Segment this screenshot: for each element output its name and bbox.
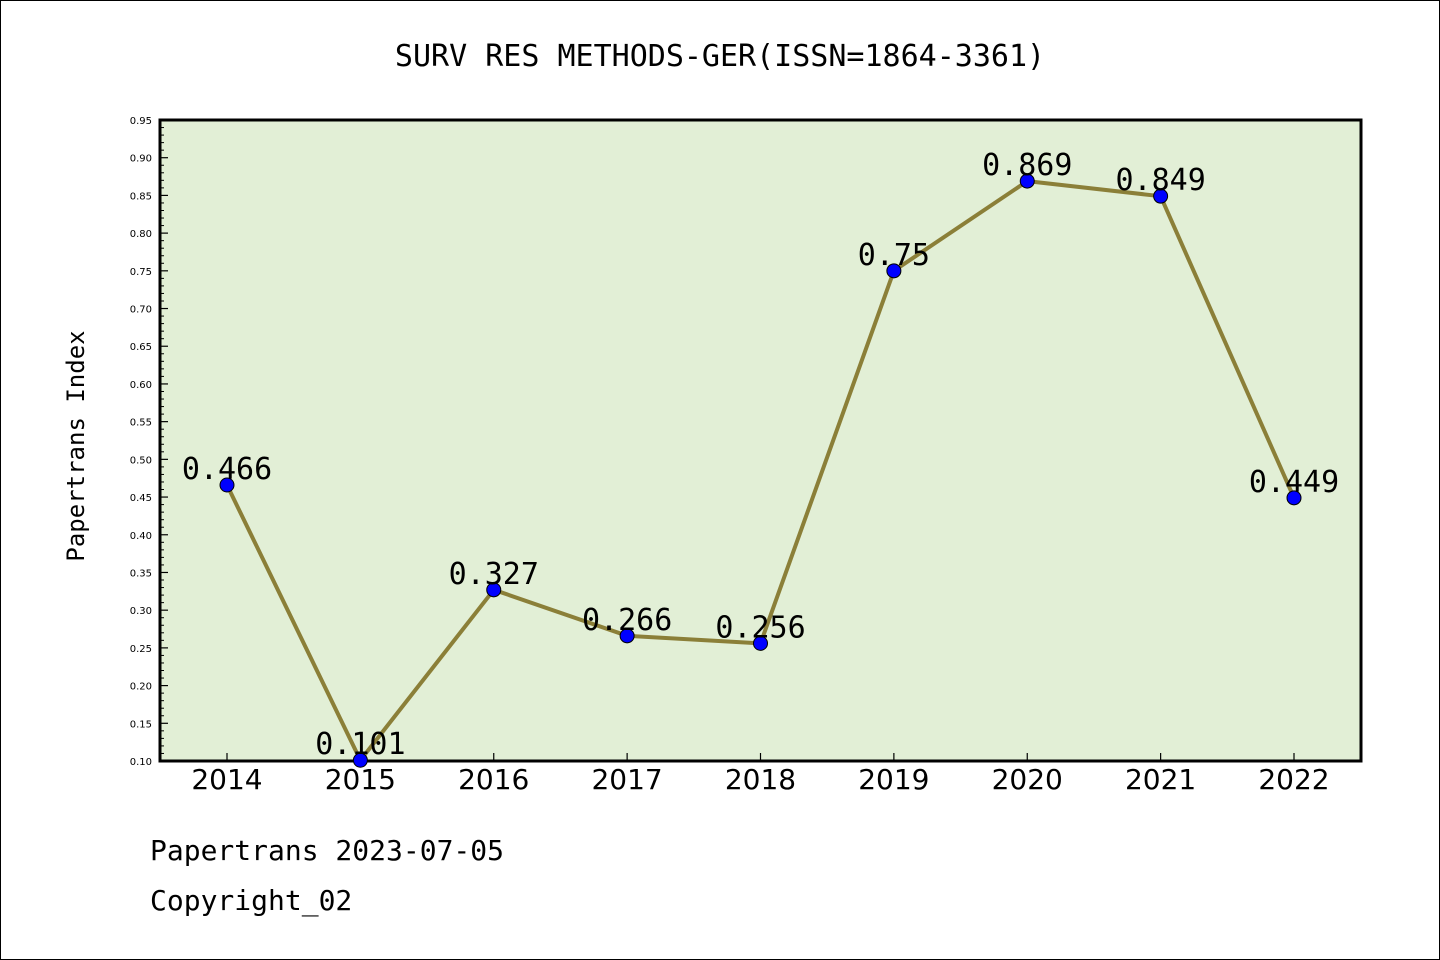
x-tick-label-2021: 2021 — [1125, 763, 1196, 796]
x-tick-label-2015: 2015 — [325, 763, 396, 796]
y-tick-label: 0.15 — [130, 719, 152, 730]
data-label-2015: 0.101 — [315, 727, 405, 762]
data-point-2017 — [619, 628, 635, 644]
y-tick-label: 0.70 — [130, 305, 152, 316]
y-tick-label: 0.90 — [130, 154, 152, 165]
plot-area — [158, 118, 1363, 763]
data-point-2018 — [753, 635, 768, 651]
y-tick-label: 0.30 — [130, 606, 152, 617]
x-tick-label-2022: 2022 — [1258, 763, 1329, 796]
data-point-2016 — [486, 582, 502, 598]
data-point-2015 — [352, 752, 368, 768]
y-tick-label: 0.60 — [130, 380, 152, 391]
data-point-2014 — [219, 477, 235, 493]
footer-copyright: Copyright_02 — [150, 884, 353, 917]
y-tick-label: 0.10 — [130, 757, 152, 768]
y-tick-label: 0.65 — [130, 342, 152, 353]
x-tick-label-2019: 2019 — [858, 763, 929, 796]
data-label-2016: 0.327 — [449, 557, 539, 592]
y-tick-label: 0.20 — [130, 682, 152, 693]
x-axis: 2014 2015 2016 2017 2018 2019 2020 2021 2022 — [191, 753, 1330, 796]
y-tick-label: 0.50 — [130, 455, 152, 466]
data-point-2020 — [1019, 173, 1035, 189]
data-label-2021: 0.849 — [1115, 163, 1205, 198]
x-tick-label-2014: 2014 — [191, 763, 262, 796]
data-label-2014: 0.466 — [182, 452, 272, 487]
y-tick-label: 0.75 — [130, 267, 152, 278]
data-label-2019: 0.75 — [858, 238, 930, 273]
data-labels: 0.466 0.101 0.327 0.266 0.256 0.75 0.869 0.849 0… — [182, 148, 1339, 762]
y-axis-title: Papertrans Index — [62, 330, 90, 561]
y-tick-label: 0.40 — [130, 531, 152, 542]
data-label-2020: 0.869 — [982, 148, 1072, 183]
data-label-2018: 0.256 — [715, 610, 805, 645]
chart-title: SURV RES METHODS-GER(ISSN=1864-3361) — [395, 39, 1045, 74]
series-papertrans-index — [219, 173, 1302, 768]
y-tick-label: 0.45 — [130, 493, 152, 504]
y-tick-label: 0.95 — [130, 116, 152, 127]
footer-date: Papertrans 2023-07-05 — [150, 834, 505, 867]
data-point-2019 — [886, 263, 902, 279]
y-tick-label: 0.35 — [130, 568, 152, 579]
y-tick-label: 0.80 — [130, 229, 152, 240]
data-label-2022: 0.449 — [1249, 465, 1339, 500]
x-tick-label-2017: 2017 — [591, 763, 662, 796]
y-tick-label: 0.25 — [130, 644, 152, 655]
x-tick-label-2018: 2018 — [725, 763, 796, 796]
y-axis: 0.10 0.15 0.20 0.25 0.30 0.35 0.40 0.45 0.50 0.55… — [130, 116, 168, 768]
y-tick-label: 0.55 — [130, 418, 152, 429]
data-point-2022 — [1286, 490, 1302, 506]
data-point-2021 — [1153, 188, 1169, 204]
x-tick-label-2020: 2020 — [992, 763, 1063, 796]
x-tick-label-2016: 2016 — [458, 763, 529, 796]
data-label-2017: 0.266 — [582, 603, 672, 638]
y-tick-label: 0.85 — [130, 191, 152, 202]
